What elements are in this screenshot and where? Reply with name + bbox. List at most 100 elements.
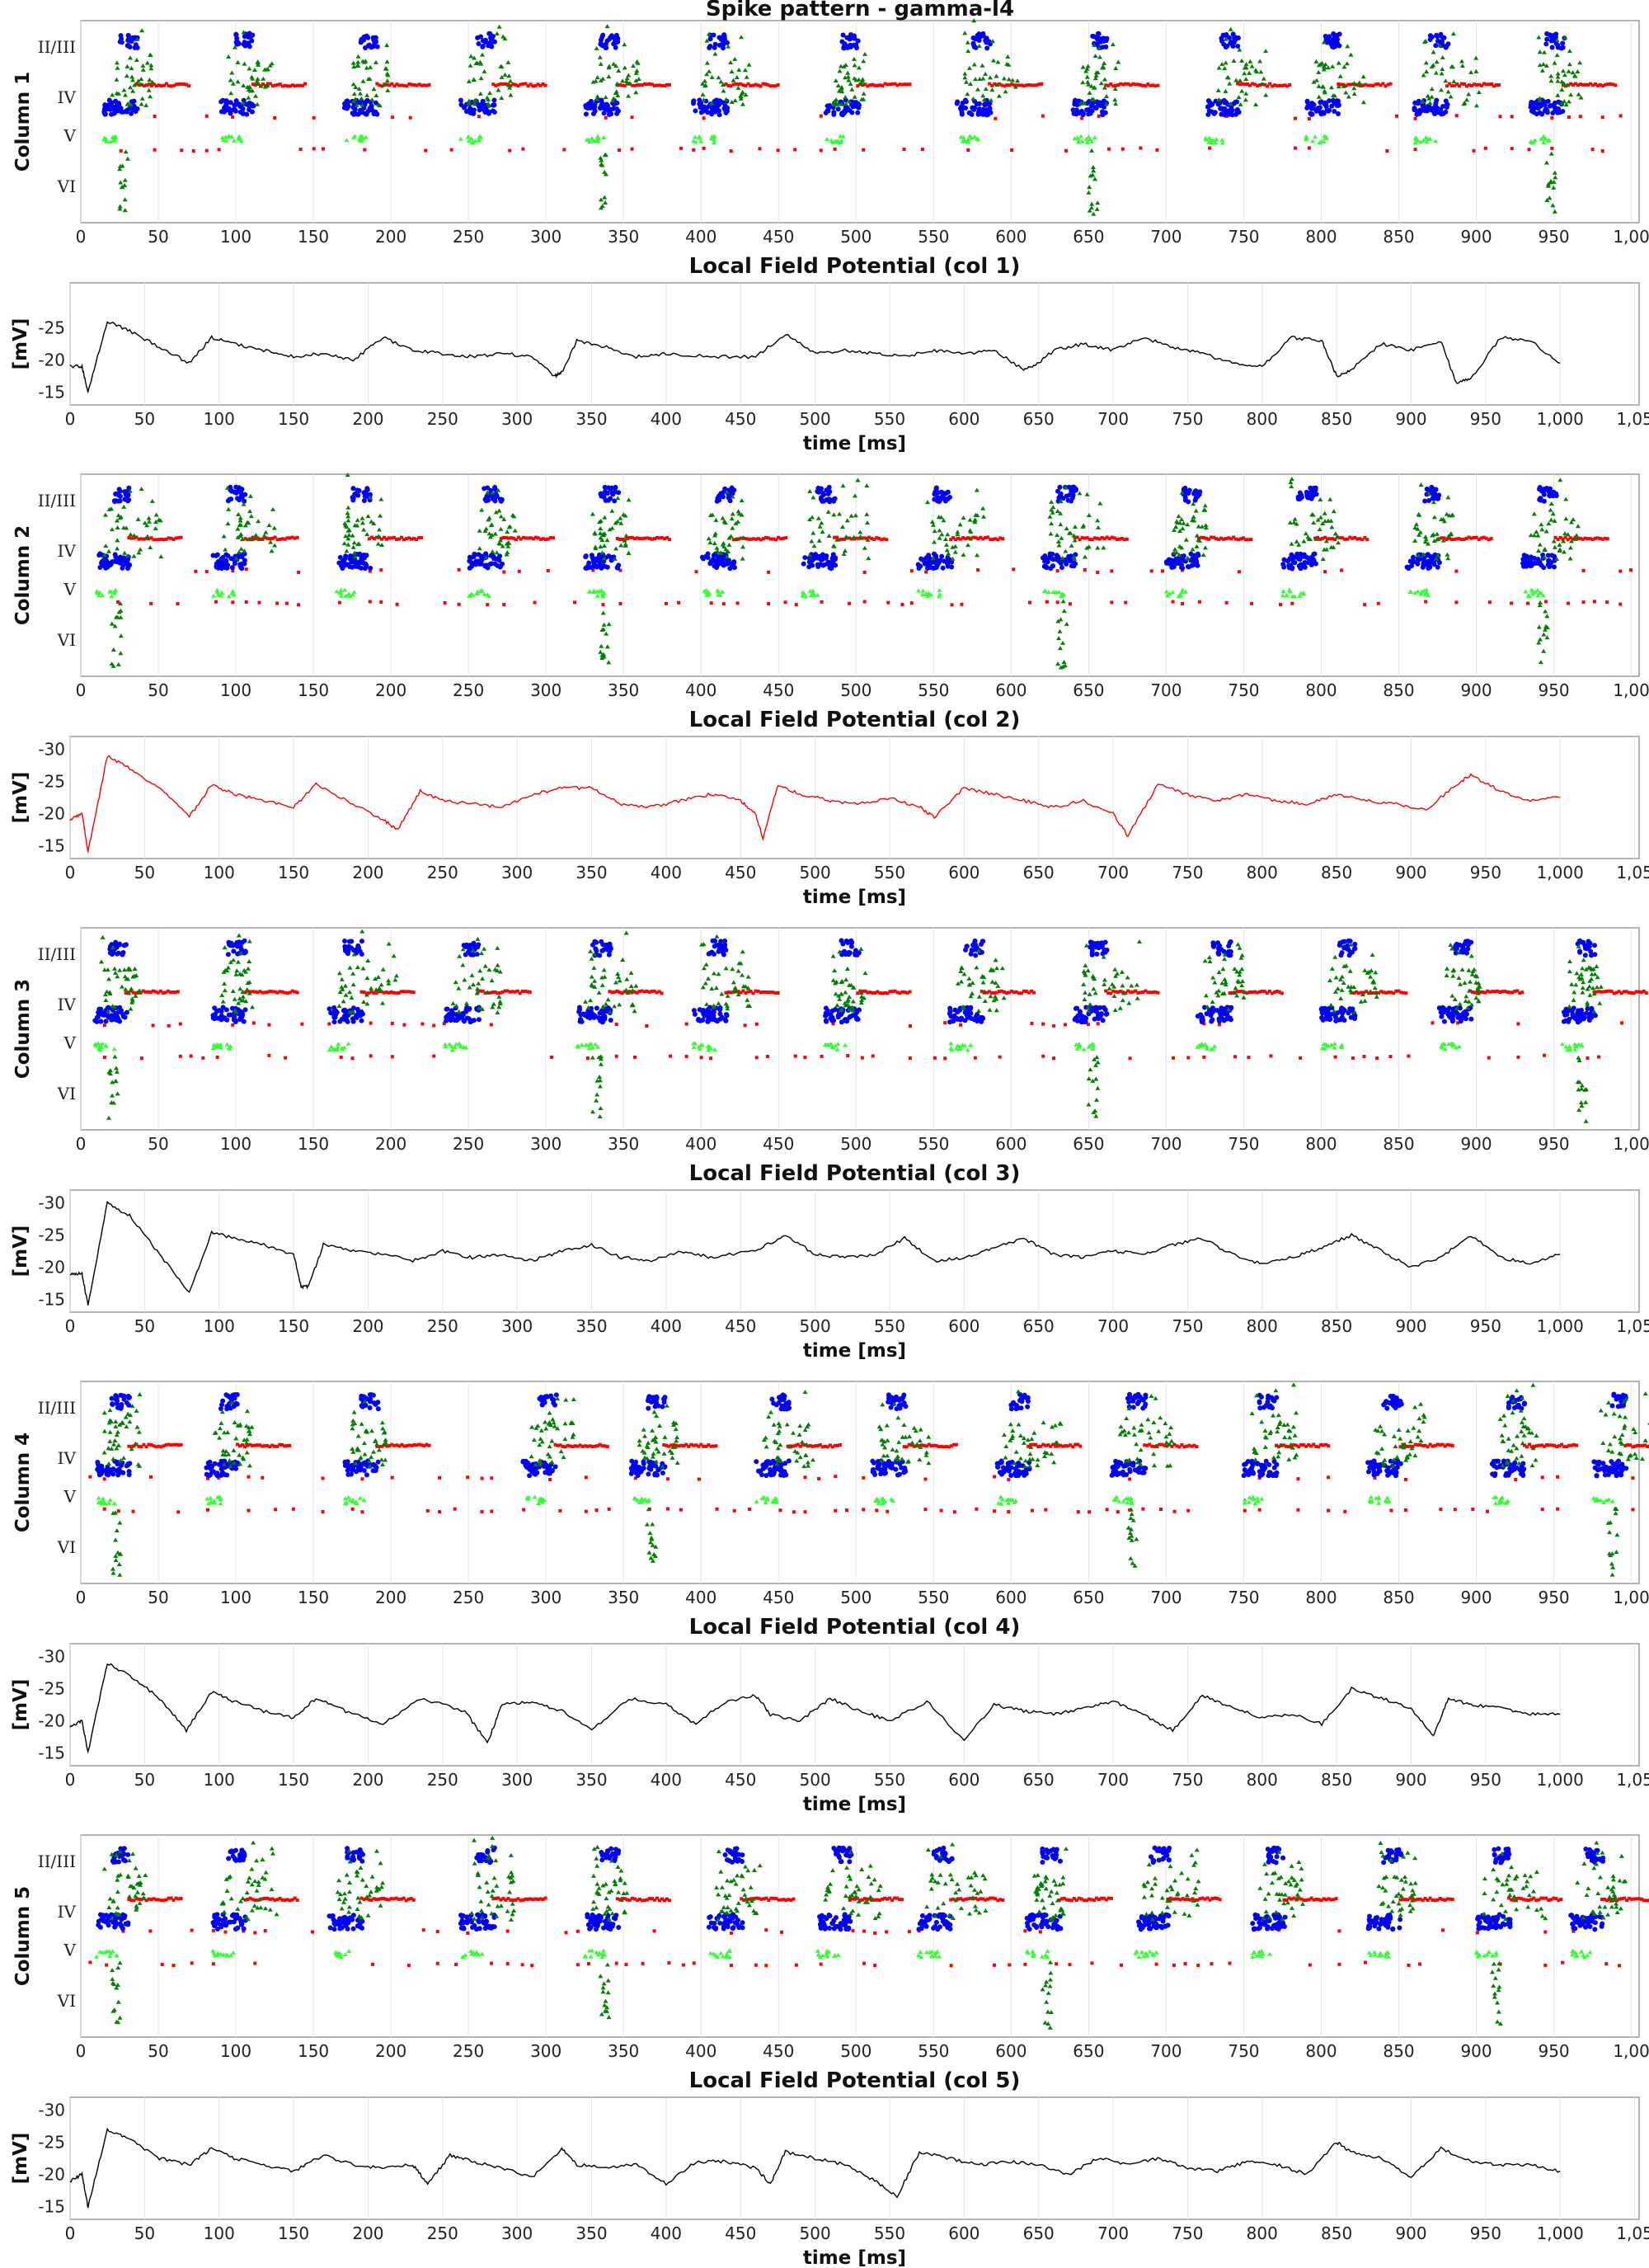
- spike: [502, 36, 508, 41]
- spike: [364, 33, 369, 39]
- spike: [909, 601, 914, 605]
- spike: [127, 55, 133, 60]
- spike: [489, 1023, 493, 1027]
- spike: [390, 1021, 394, 1025]
- spike: [707, 68, 712, 73]
- spike: [1069, 495, 1075, 501]
- spike: [712, 138, 717, 143]
- spike: [1327, 98, 1332, 104]
- spike: [138, 82, 143, 87]
- spike: [505, 59, 511, 64]
- spike: [608, 35, 613, 40]
- spike: [1296, 494, 1302, 500]
- spike: [727, 566, 733, 572]
- spike: [273, 115, 277, 120]
- x-axis-label: time [ms]: [803, 887, 906, 908]
- spike: [345, 99, 351, 105]
- spike: [507, 85, 513, 90]
- spike: [1120, 147, 1125, 151]
- spike: [1543, 106, 1549, 112]
- spike: [1288, 83, 1292, 87]
- spike: [468, 136, 474, 141]
- spike: [124, 101, 130, 106]
- spike: [1088, 111, 1093, 116]
- y-tick-label: VI: [57, 630, 76, 650]
- spike: [254, 78, 260, 83]
- spike: [1317, 105, 1322, 111]
- spike: [721, 33, 726, 39]
- spike: [480, 98, 486, 104]
- spike: [1055, 488, 1060, 494]
- spike: [122, 183, 128, 188]
- spike: [327, 1006, 332, 1012]
- spike: [1376, 601, 1380, 605]
- spike: [598, 41, 604, 47]
- spike: [918, 556, 924, 562]
- spike: [793, 148, 797, 152]
- spike: [130, 88, 136, 93]
- x-tick-label: 900: [1460, 1134, 1492, 1154]
- spike: [244, 111, 250, 117]
- spike: [709, 601, 713, 605]
- spike: [669, 1054, 673, 1058]
- spike: [144, 60, 150, 65]
- spike: [122, 208, 128, 213]
- spike: [112, 106, 118, 112]
- spike: [385, 73, 391, 78]
- x-tick-label: 750: [1172, 409, 1203, 429]
- spike: [185, 82, 188, 87]
- spike: [848, 81, 853, 86]
- spike: [364, 134, 369, 139]
- spike: [242, 34, 247, 40]
- spike: [735, 601, 740, 605]
- spike: [852, 63, 857, 68]
- spike: [1297, 557, 1303, 562]
- spike: [614, 1023, 618, 1027]
- spike: [573, 600, 577, 605]
- spike: [602, 1016, 608, 1022]
- spike: [1335, 101, 1341, 107]
- spike: [448, 1018, 453, 1023]
- spike: [251, 67, 257, 72]
- spike: [144, 83, 148, 87]
- spike: [1412, 100, 1418, 106]
- spike: [363, 491, 369, 496]
- spike: [1551, 564, 1557, 570]
- spike: [371, 87, 377, 92]
- x-tick-label: 500: [840, 227, 871, 247]
- spike: [1206, 108, 1212, 114]
- spike: [605, 1005, 611, 1011]
- spike: [1097, 114, 1101, 118]
- spike: [630, 83, 634, 87]
- x-tick-label: 50: [134, 863, 155, 882]
- spike: [412, 82, 416, 87]
- spike: [1537, 559, 1543, 565]
- spike: [933, 565, 939, 571]
- spike: [597, 1010, 603, 1016]
- spike: [167, 1023, 171, 1028]
- spike: [862, 570, 867, 574]
- spike: [708, 135, 714, 140]
- spike: [935, 558, 941, 564]
- spike: [395, 82, 399, 87]
- spike: [1520, 561, 1526, 567]
- spike: [955, 99, 961, 105]
- spike: [1542, 99, 1548, 105]
- spike: [1293, 116, 1297, 120]
- spike: [771, 84, 775, 88]
- spike: [1618, 114, 1623, 118]
- spike: [1526, 601, 1530, 605]
- spike: [331, 1019, 337, 1025]
- x-tick-label: 0: [65, 863, 76, 882]
- spike: [1388, 1055, 1393, 1059]
- x-tick-label: 950: [1538, 680, 1569, 700]
- spike: [496, 82, 500, 87]
- spike: [232, 102, 237, 108]
- spike: [101, 135, 107, 140]
- spike: [471, 554, 477, 560]
- spike: [618, 602, 622, 606]
- spike: [1555, 45, 1561, 50]
- spike: [374, 44, 380, 49]
- spike: [1510, 601, 1514, 605]
- spike: [390, 1055, 394, 1059]
